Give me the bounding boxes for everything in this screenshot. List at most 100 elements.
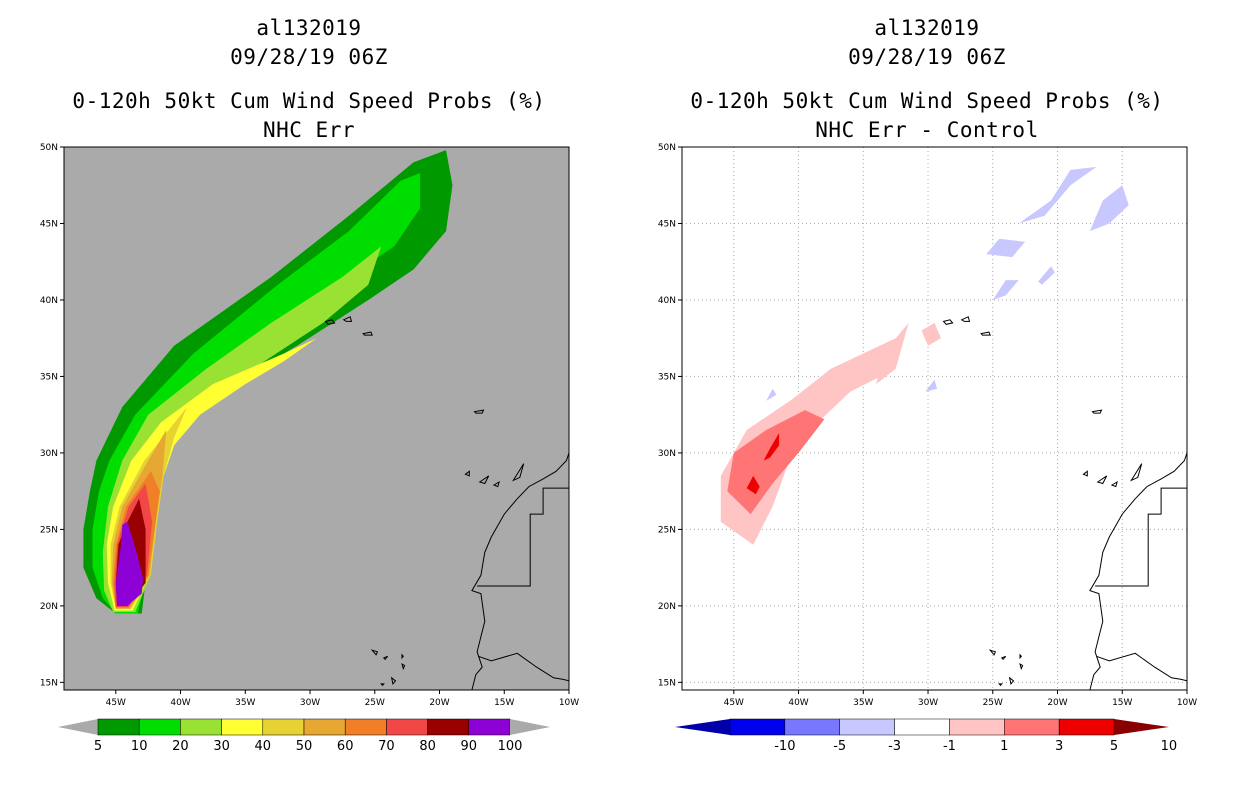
colorbar-low-arrow: [675, 719, 730, 735]
x-tick-label-2: 35W: [853, 698, 873, 708]
contour--1to-3-6: [1018, 166, 1097, 224]
map-layer: [682, 147, 1187, 690]
x-tick-label-3: 30W: [300, 698, 320, 708]
colorbar-high-arrow: [1114, 719, 1169, 735]
colorbar-label-3: 30: [213, 739, 230, 754]
y-tick-label-3: 30N: [658, 449, 676, 459]
colorbar-swatch-9: [468, 718, 511, 736]
colorbar-swatch-8: [427, 718, 470, 736]
colorbar-label-0: 5: [94, 739, 102, 754]
colorbar-swatch-6: [1058, 718, 1115, 736]
right-map-svg: 45W 40W 35W 30W 25W 20W 15W 10W 15N 20N 25N 30N 35N 4…: [658, 143, 1197, 754]
mauritania-border: [1096, 652, 1187, 682]
island-cape-verde-4: [998, 683, 1003, 687]
right-chart-title: 0-120h 50kt Cum Wind Speed Probs (%): [690, 89, 1164, 113]
map-layer: [83, 150, 569, 690]
y-tick-label-0: 15N: [658, 678, 676, 688]
colorbar-label-1: -5: [833, 739, 846, 754]
island-azores-2: [342, 316, 353, 322]
colorbar-swatch-3: [894, 718, 950, 736]
contour-1to3-2: [921, 322, 941, 346]
left-datetime: 09/28/19 06Z: [230, 45, 388, 69]
colorbar-label-0: -10: [774, 739, 795, 754]
island-azores-2: [960, 316, 971, 322]
map-frame: [681, 146, 1188, 691]
y-tick-label-7: 50N: [658, 143, 676, 153]
x-tick-label-4: 25W: [983, 698, 1003, 708]
x-tick-label-1: 40W: [170, 698, 190, 708]
y-tick-label-1: 20N: [658, 602, 676, 612]
colorbar-label-10: 100: [498, 739, 523, 754]
colorbar-label-4: 40: [255, 739, 272, 754]
left-storm-id: al132019: [256, 16, 362, 40]
x-tick-label-5: 20W: [429, 698, 449, 708]
colorbar-label-2: 20: [172, 739, 189, 754]
island-cape-verde-6: [401, 653, 404, 660]
y-tick-label-7: 50N: [40, 143, 58, 153]
left-chart-subtitle: NHC Err: [262, 118, 355, 142]
y-tick-label-2: 25N: [658, 525, 676, 535]
contour-1to3-1: [876, 353, 896, 385]
contour-90-9: [115, 521, 143, 606]
colorbar-label-5: 3: [1055, 739, 1063, 754]
colorbar-label-7: 10: [1161, 739, 1178, 754]
y-tick-label-0: 15N: [40, 678, 58, 688]
island-madeira: [473, 409, 485, 414]
y-tick-label-4: 35N: [40, 372, 58, 382]
western-sahara-border: [1095, 487, 1187, 587]
island-canary-4: [511, 463, 525, 482]
island-cape-verde-5: [401, 662, 406, 671]
x-tick-label-2: 35W: [235, 698, 255, 708]
colorbar-label-1: 10: [131, 739, 148, 754]
colorbar-label-8: 80: [419, 739, 436, 754]
colorbar-swatch-2: [839, 718, 895, 736]
island-cape-verde-1: [370, 649, 379, 656]
contour--1to-3-9: [992, 280, 1019, 300]
y-tick-label-6: 45N: [40, 219, 58, 229]
island-canary-3: [1110, 480, 1118, 488]
right-datetime: 09/28/19 06Z: [848, 45, 1006, 69]
island-canary-3: [492, 480, 500, 488]
contour--1to-3-11: [925, 379, 938, 392]
colorbar-swatch-5: [1004, 718, 1060, 736]
map-frame: [63, 146, 570, 691]
island-canary-2: [478, 475, 490, 485]
contour--1to-3-7: [1089, 185, 1129, 232]
island-madeira: [1091, 409, 1103, 414]
colorbar-label-4: 1: [1000, 739, 1008, 754]
x-tick-label-4: 25W: [365, 698, 385, 708]
y-tick-label-4: 35N: [658, 372, 676, 382]
colorbar-label-5: 50: [296, 739, 313, 754]
map-background: [682, 147, 1187, 690]
colorbar-swatch-6: [344, 718, 387, 736]
colorbar-label-2: -3: [888, 739, 901, 754]
colorbar-label-6: 60: [337, 739, 354, 754]
island-cape-verde-2: [382, 655, 389, 661]
colorbar-swatch-0: [729, 718, 786, 736]
x-tick-label-6: 15W: [1112, 698, 1132, 708]
contour--1to-3-12: [766, 388, 777, 401]
x-tick-label-7: 10W: [559, 698, 579, 708]
island-canary-1: [464, 470, 470, 477]
mauritania-border: [478, 652, 569, 682]
island-cape-verde-5: [1019, 662, 1024, 671]
western-sahara-border: [477, 487, 569, 587]
y-tick-label-5: 40N: [658, 296, 676, 306]
island-cape-verde-3: [1008, 676, 1015, 686]
colorbar-low-arrow: [58, 719, 98, 735]
island-canary-1: [1082, 470, 1088, 477]
x-tick-label-3: 30W: [918, 698, 938, 708]
x-tick-label-0: 45W: [724, 698, 744, 708]
island-cape-verde-6: [1019, 653, 1022, 660]
colorbar-swatch-4: [262, 718, 305, 736]
colorbar-high-arrow: [510, 719, 550, 735]
contour-5to10-4: [746, 475, 760, 495]
colorbar-swatch-7: [386, 718, 428, 736]
y-tick-label-2: 25N: [40, 525, 58, 535]
y-tick-label-6: 45N: [658, 219, 676, 229]
left-map-svg: 45W 40W 35W 30W 25W 20W 15W 10W 15N 20N 25N 30N 35N 4…: [40, 143, 579, 754]
colorbar-label-6: 5: [1110, 739, 1118, 754]
x-tick-label-0: 45W: [106, 698, 126, 708]
contour--1to-3-10: [1038, 266, 1055, 285]
island-canary-4: [1129, 463, 1143, 482]
